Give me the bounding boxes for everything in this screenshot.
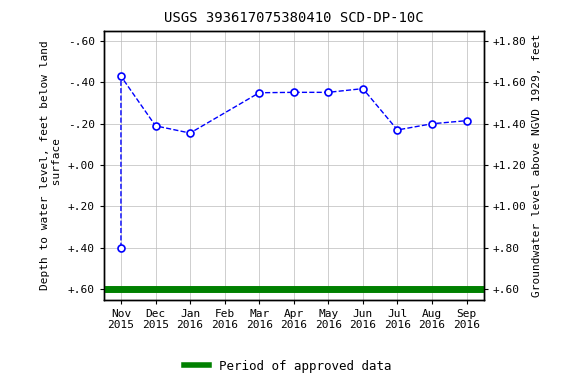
- Y-axis label: Groundwater level above NGVD 1929, feet: Groundwater level above NGVD 1929, feet: [532, 33, 542, 297]
- Y-axis label: Depth to water level, feet below land
 surface: Depth to water level, feet below land su…: [40, 40, 62, 290]
- Legend: Period of approved data: Period of approved data: [179, 355, 397, 378]
- Title: USGS 393617075380410 SCD-DP-10C: USGS 393617075380410 SCD-DP-10C: [164, 12, 423, 25]
